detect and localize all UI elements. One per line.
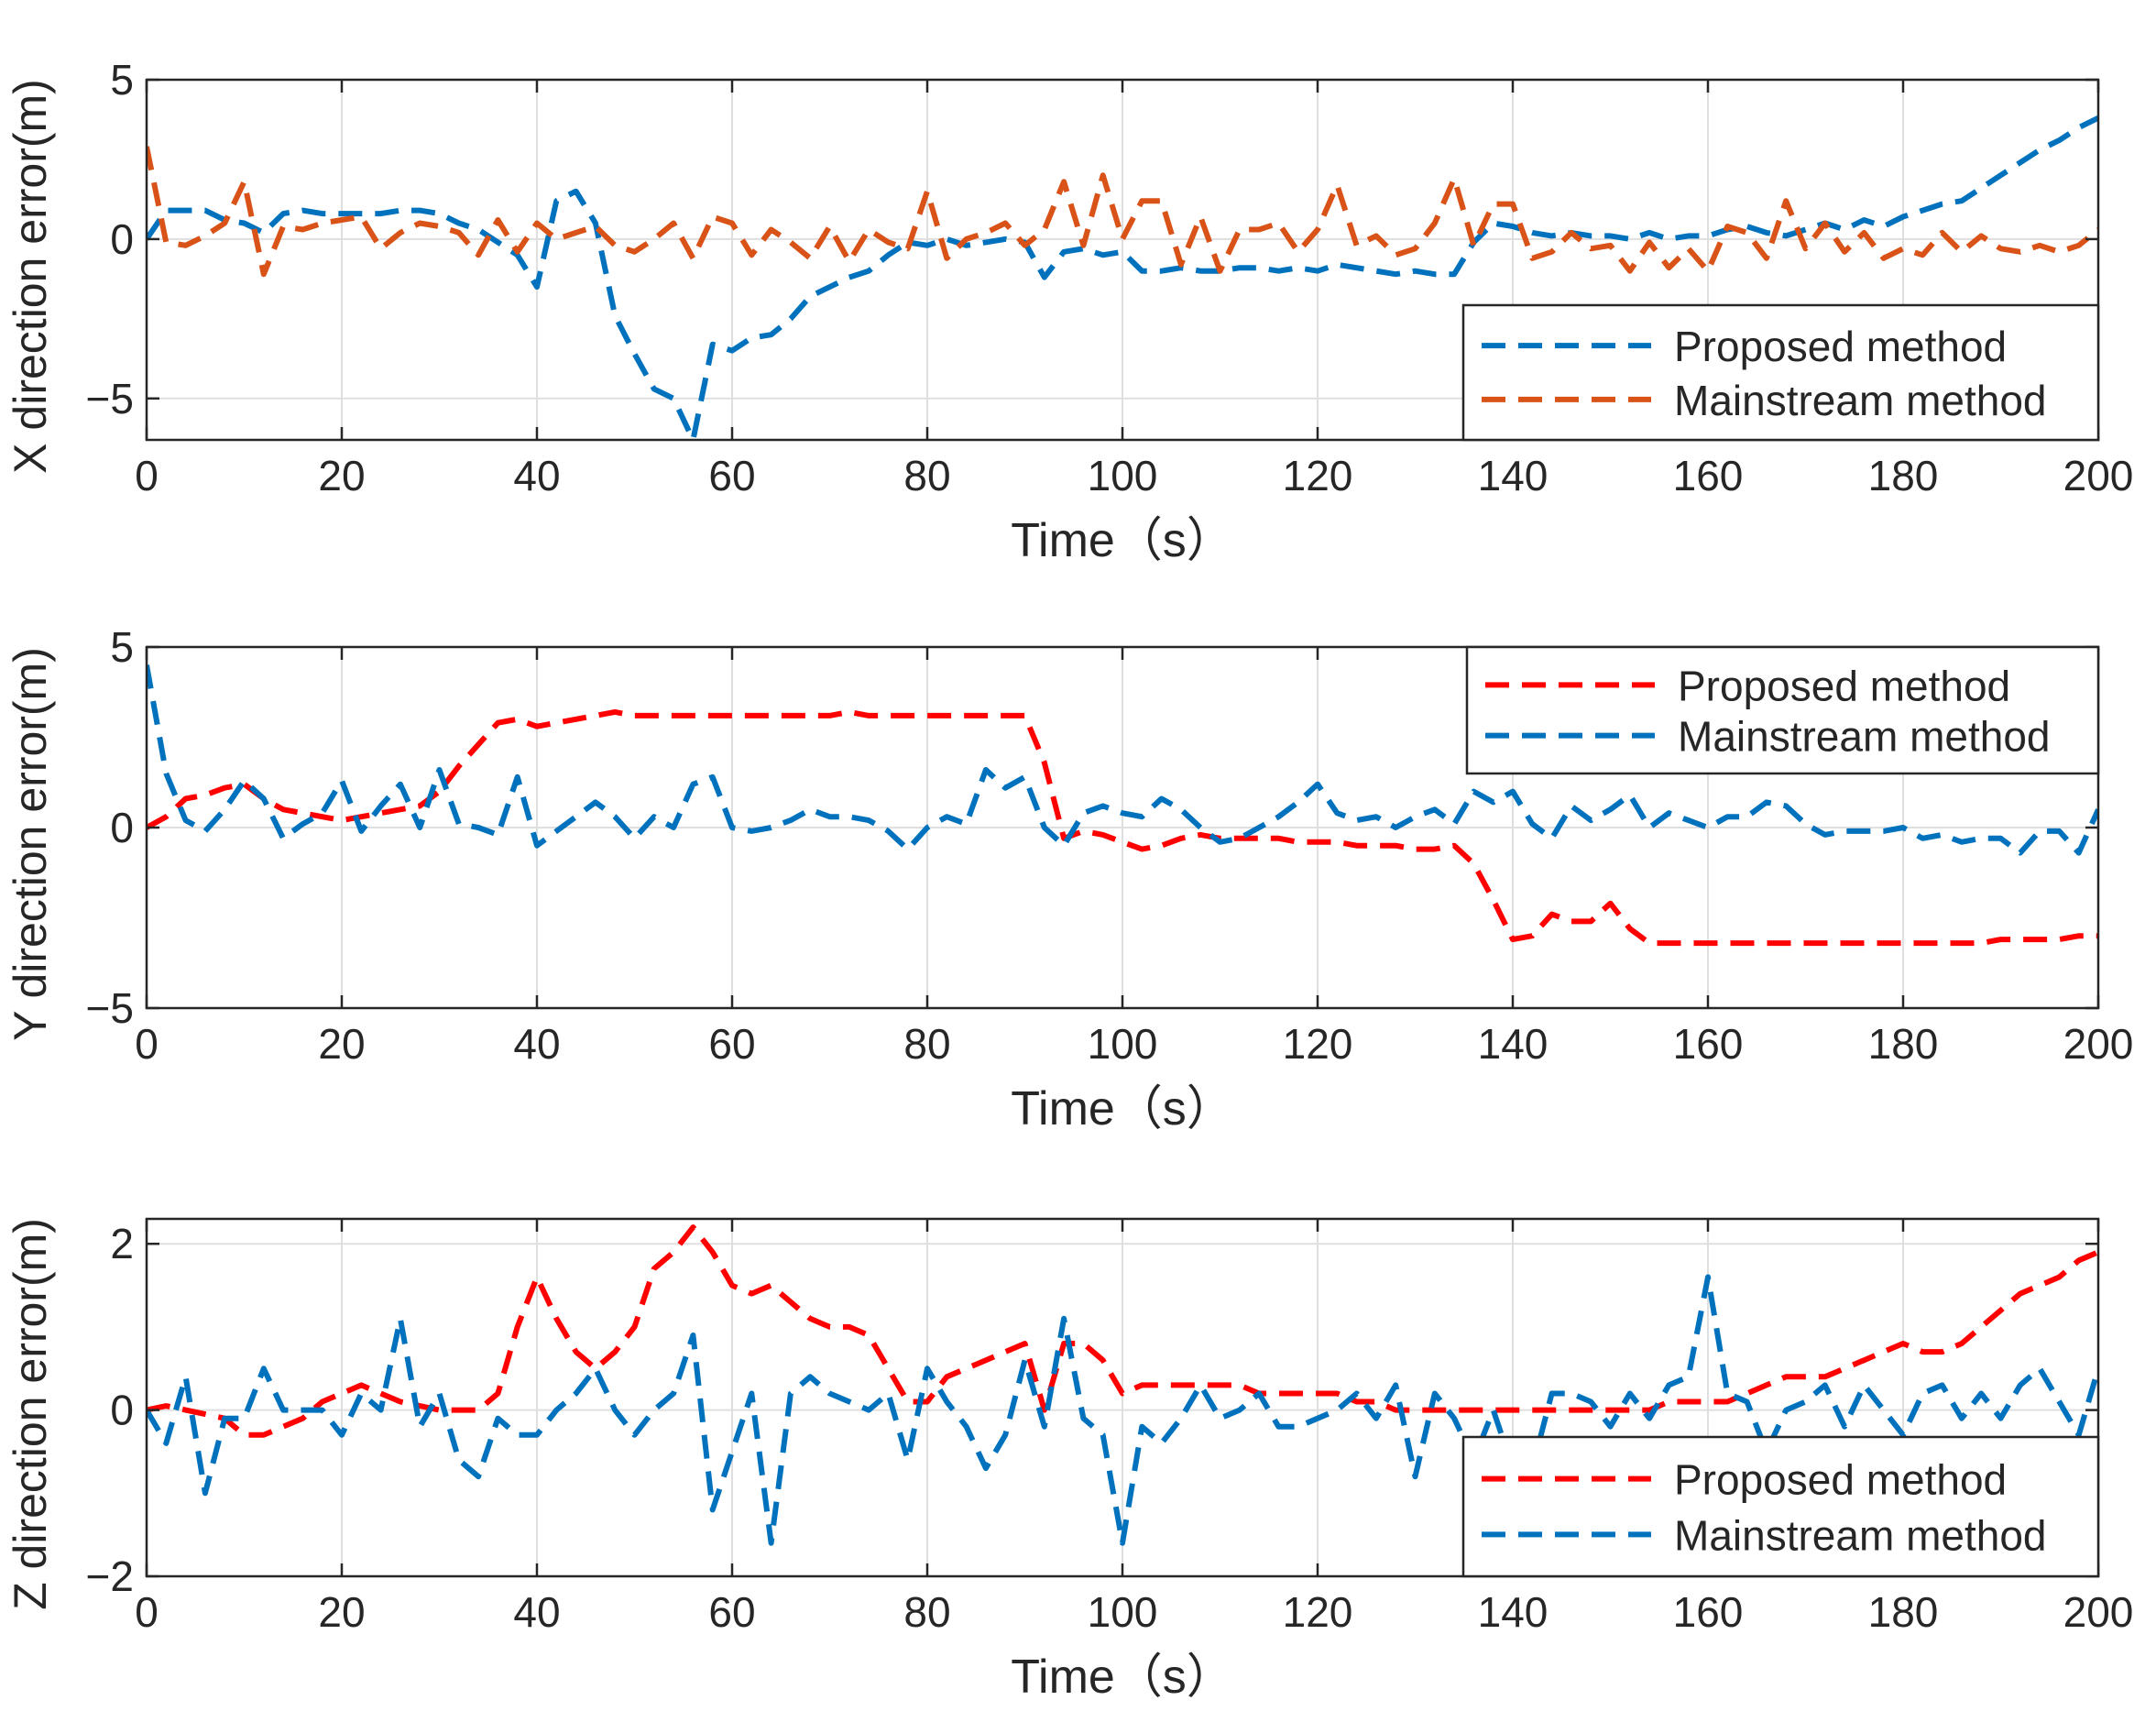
legend-label: Mainstream method bbox=[1674, 377, 2047, 424]
y-tick-label: −5 bbox=[86, 375, 134, 422]
x-tick-label: 0 bbox=[135, 452, 159, 499]
series-line-mainstream-method bbox=[147, 146, 2098, 278]
subplot-2: 0 20 40 60 80 100 120 140 160 180 200−505Time（s）Y … bbox=[5, 623, 2133, 1135]
y-tick-label: −5 bbox=[86, 984, 134, 1032]
y-axis-label: Y direction error(m) bbox=[5, 647, 56, 1041]
x-tick-label: 140 bbox=[1478, 1020, 1549, 1068]
x-tick-label: 180 bbox=[1868, 1020, 1939, 1068]
legend-label: Proposed method bbox=[1678, 662, 2010, 709]
x-tick-label: 20 bbox=[318, 1020, 365, 1068]
x-tick-label: 160 bbox=[1673, 1020, 1744, 1068]
x-tick-label: 60 bbox=[708, 1588, 755, 1636]
x-tick-label: 0 bbox=[135, 1020, 159, 1068]
x-tick-label: 140 bbox=[1478, 1588, 1549, 1636]
x-tick-label: 100 bbox=[1088, 1588, 1158, 1636]
x-tick-label: 40 bbox=[513, 452, 560, 499]
x-axis-label: Time（s） bbox=[1011, 514, 1234, 567]
x-tick-label: 120 bbox=[1283, 452, 1353, 499]
legend: Proposed method Mainstream method bbox=[1461, 1435, 2100, 1578]
x-tick-label: 180 bbox=[1868, 452, 1939, 499]
subplot-1: 0 20 40 60 80 100 120 140 160 180 200−505Time（s）X … bbox=[5, 56, 2133, 567]
legend-label: Mainstream method bbox=[1678, 713, 2051, 761]
legend-box bbox=[1461, 303, 2100, 442]
x-tick-label: 40 bbox=[513, 1588, 560, 1636]
x-tick-label: 100 bbox=[1088, 1020, 1158, 1068]
x-tick-label: 0 bbox=[135, 1588, 159, 1636]
legend-box bbox=[1461, 1435, 2100, 1578]
legend-box bbox=[1465, 645, 2100, 775]
y-tick-label: −2 bbox=[86, 1552, 134, 1600]
x-tick-label: 80 bbox=[903, 452, 950, 499]
x-tick-label: 100 bbox=[1088, 452, 1158, 499]
x-tick-label: 160 bbox=[1673, 452, 1744, 499]
x-tick-label: 40 bbox=[513, 1020, 560, 1068]
x-tick-label: 60 bbox=[708, 1020, 755, 1068]
x-tick-label: 140 bbox=[1478, 452, 1549, 499]
x-tick-label: 200 bbox=[2063, 452, 2134, 499]
x-tick-label: 180 bbox=[1868, 1588, 1939, 1636]
x-axis-label: Time（s） bbox=[1011, 1082, 1234, 1135]
x-tick-label: 200 bbox=[2063, 1588, 2134, 1636]
x-tick-label: 20 bbox=[318, 1588, 365, 1636]
grid bbox=[147, 1219, 2098, 1576]
x-tick-label: 60 bbox=[708, 452, 755, 499]
y-tick-label: 5 bbox=[110, 623, 134, 671]
x-tick-label: 80 bbox=[903, 1020, 950, 1068]
x-tick-label: 160 bbox=[1673, 1588, 1744, 1636]
legend: Proposed method Mainstream method bbox=[1461, 303, 2100, 442]
series-line-proposed-method bbox=[147, 1224, 2098, 1438]
series-line-proposed-method bbox=[147, 708, 2098, 947]
x-tick-label: 200 bbox=[2063, 1020, 2134, 1068]
legend-label: Mainstream method bbox=[1674, 1511, 2047, 1559]
x-tick-label: 120 bbox=[1283, 1020, 1353, 1068]
x-tick-label: 20 bbox=[318, 452, 365, 499]
y-tick-label: 2 bbox=[110, 1220, 134, 1267]
y-axis-label: Z direction error(m) bbox=[5, 1218, 56, 1610]
legend-label: Proposed method bbox=[1674, 1456, 2007, 1504]
y-axis-label: X direction error(m) bbox=[5, 79, 56, 474]
y-tick-label: 0 bbox=[110, 215, 134, 263]
x-tick-label: 80 bbox=[903, 1588, 950, 1636]
subplot-3: 0 20 40 60 80 100 120 140 160 180 200−202Time（s）Z … bbox=[5, 1217, 2134, 1704]
series-line-mainstream-method bbox=[147, 664, 2098, 856]
y-tick-label: 0 bbox=[110, 804, 134, 851]
y-tick-label: 0 bbox=[110, 1387, 134, 1434]
y-tick-label: 5 bbox=[110, 56, 134, 104]
x-axis-label: Time（s） bbox=[1011, 1651, 1234, 1704]
x-tick-label: 120 bbox=[1283, 1588, 1353, 1636]
legend-label: Proposed method bbox=[1674, 323, 2007, 370]
